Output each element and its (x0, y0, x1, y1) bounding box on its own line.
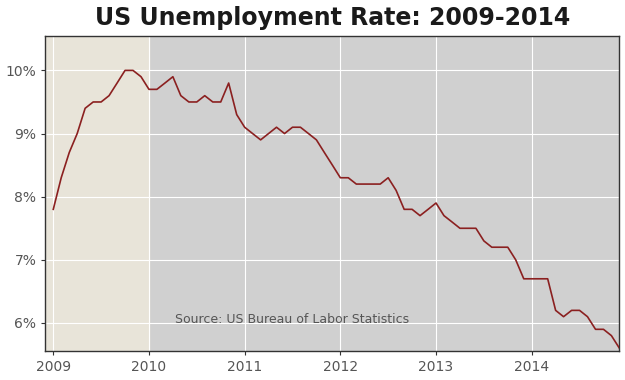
Bar (46, 36, 149, 352)
Title: US Unemployment Rate: 2009-2014: US Unemployment Rate: 2009-2014 (95, 6, 570, 30)
Text: Source: US Bureau of Labor Statistics: Source: US Bureau of Labor Statistics (175, 313, 409, 326)
